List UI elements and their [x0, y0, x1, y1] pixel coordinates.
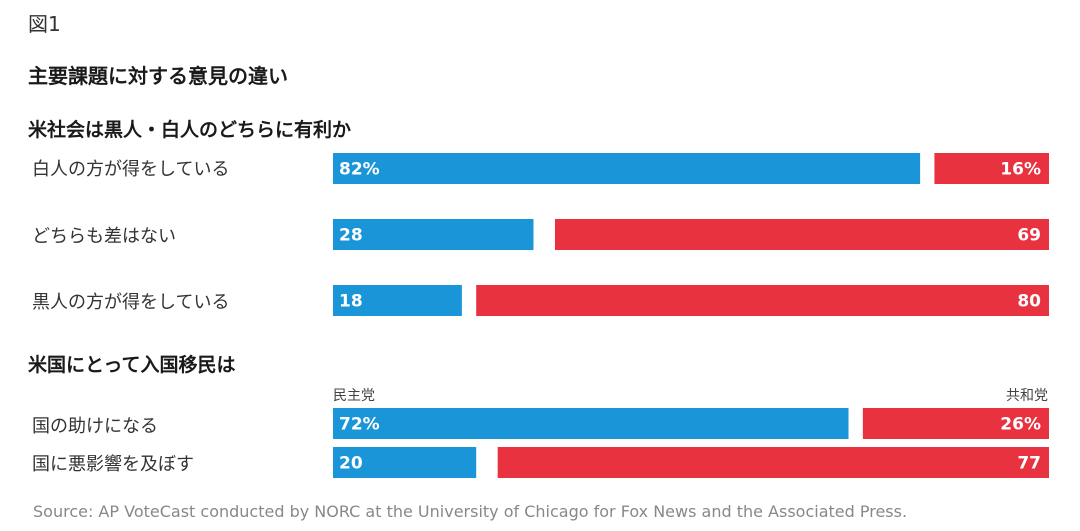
section-title-race: 米社会は黒人・白人のどちらに有利か [28, 119, 352, 141]
figure-label: 図1 [28, 12, 61, 36]
section-title-immigration: 米国にとって入国移民は [28, 354, 236, 376]
row-label-no-difference: どちらも差はない [32, 226, 176, 247]
legend-republican: 共和党 [1006, 388, 1048, 404]
source-note: Source: AP VoteCast conducted by NORC at… [33, 502, 908, 521]
chart-title: 主要課題に対する意見の違い [28, 64, 288, 88]
data-label-dem-0-0: 82% [339, 160, 380, 180]
bar-rep-0-1 [554, 219, 1049, 250]
bar-dem-0-2 [333, 285, 462, 316]
data-label-rep-1-1: 77 [1017, 454, 1041, 474]
data-label-dem-0-1: 28 [339, 226, 363, 246]
data-label-rep-0-1: 69 [1017, 226, 1041, 246]
data-label-rep-0-0: 16% [1000, 160, 1041, 180]
data-label-dem-1-0: 72% [339, 415, 380, 435]
data-label-dem-0-2: 18 [339, 292, 363, 312]
bar-rep-0-2 [476, 285, 1049, 316]
row-label-hurts-country: 国に悪影響を及ぼす [32, 454, 194, 475]
legend-democrat: 民主党 [333, 388, 375, 404]
row-label-helps-country: 国の助けになる [32, 416, 158, 437]
bar-rep-1-1 [497, 447, 1049, 478]
data-label-dem-1-1: 20 [339, 454, 363, 474]
bar-rep-1-0 [862, 408, 1049, 439]
data-label-rep-1-0: 26% [1000, 415, 1041, 435]
bar-dem-0-1 [333, 219, 534, 250]
bar-rep-0-0 [934, 153, 1049, 184]
row-label-whites-advantaged: 白人の方が得をしている [32, 159, 230, 180]
bar-dem-0-0 [333, 153, 921, 184]
bar-dem-1-1 [333, 447, 477, 478]
bar-dem-1-0 [333, 408, 849, 439]
data-label-rep-0-2: 80 [1017, 292, 1041, 312]
row-label-blacks-advantaged: 黒人の方が得をしている [32, 292, 230, 313]
